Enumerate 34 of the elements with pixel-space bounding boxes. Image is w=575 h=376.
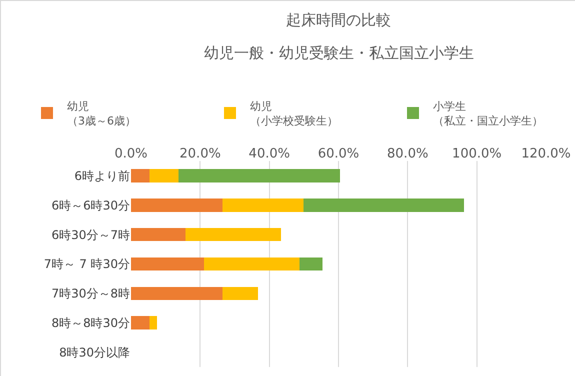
bar <box>150 316 157 330</box>
bar <box>222 198 304 212</box>
bar <box>304 198 464 212</box>
y-tick-label: 6時30分～7時 <box>51 228 130 242</box>
x-tick-label: 80.0% <box>387 146 428 162</box>
bar <box>178 169 340 182</box>
bar <box>131 316 150 330</box>
bar <box>186 228 281 242</box>
bar <box>131 286 223 300</box>
x-tick-label: 40.0% <box>248 146 290 162</box>
bar <box>204 257 300 271</box>
bar <box>131 169 150 182</box>
y-tick-label: 8時～8時30分 <box>51 316 130 330</box>
y-tick-label: 7時～ 7 時30分 <box>44 257 130 272</box>
x-tick-label: 120.0% <box>521 146 571 162</box>
y-tick-label: 7時30分～8時 <box>51 286 130 301</box>
legend-label: 小学生（私立・国立小学生） <box>433 100 543 128</box>
x-tick-label: 20.0% <box>180 146 221 162</box>
chart-subtitle: 幼児一般・幼児受験生・私立国立小学生 <box>204 44 474 62</box>
y-tick-label: 8時30分以降 <box>59 345 130 360</box>
chart-title: 起床時間の比較 <box>286 11 391 29</box>
x-tick-label: 60.0% <box>318 146 360 162</box>
bar <box>131 228 186 242</box>
bar <box>222 286 258 300</box>
bar <box>150 169 178 182</box>
x-tick-label: 0.0% <box>114 146 148 162</box>
legend-label: 幼児（3歳～6歳） <box>67 100 136 128</box>
bar <box>131 198 223 212</box>
legend-label: 幼児（小学校受験生） <box>250 100 338 128</box>
y-tick-label: 6時～6時30分 <box>51 198 130 212</box>
y-tick-label: 6時より前 <box>74 168 130 183</box>
bar <box>131 257 204 271</box>
bar <box>299 257 323 271</box>
x-tick-label: 100.0% <box>452 146 502 162</box>
